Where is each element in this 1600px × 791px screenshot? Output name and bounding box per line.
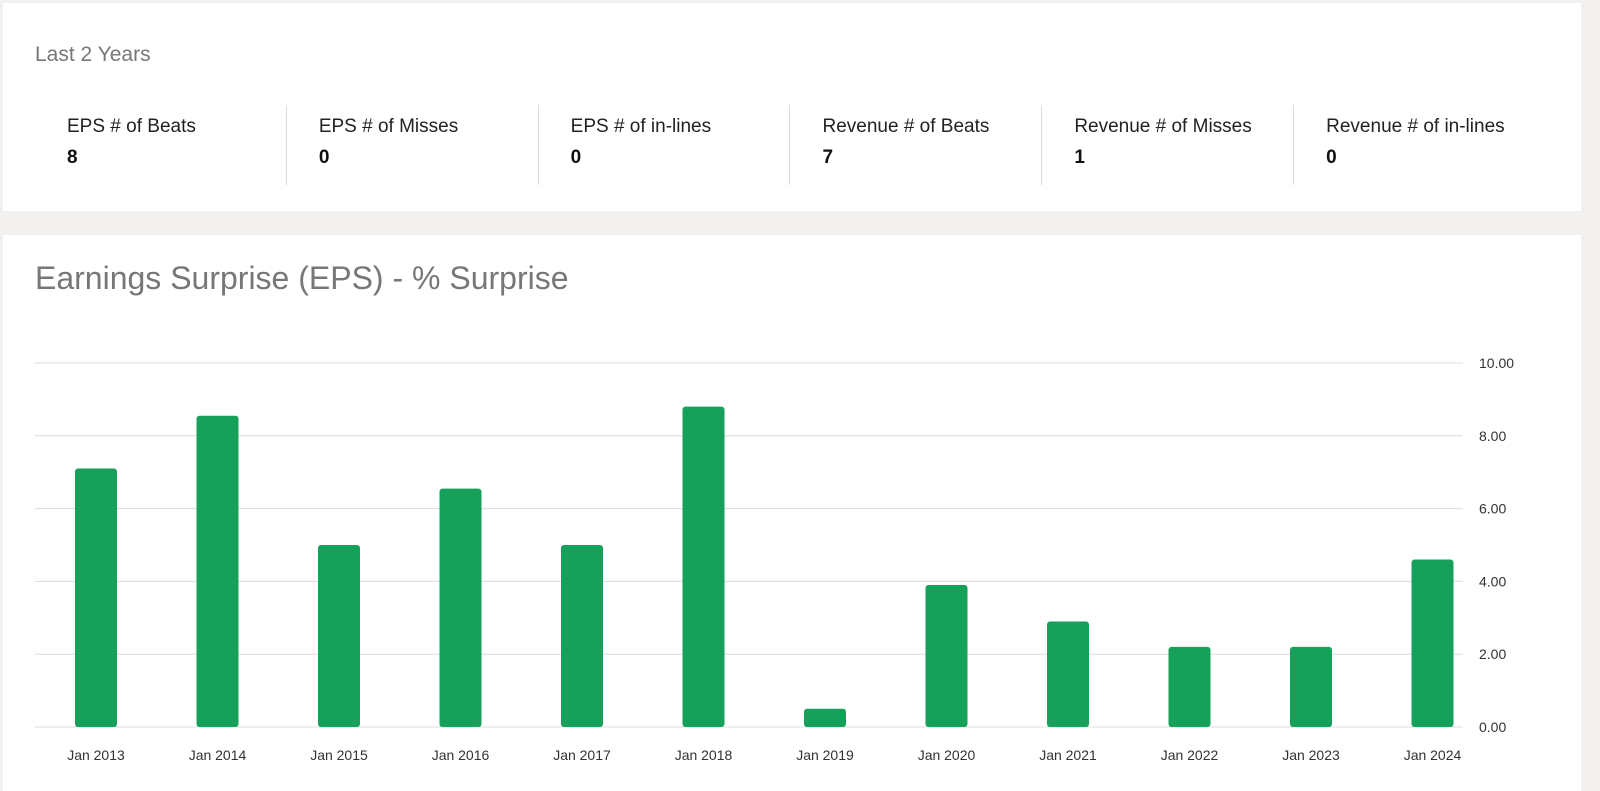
summary-card: Last 2 Years EPS # of Beats 8 EPS # of M… xyxy=(3,3,1581,211)
bar[interactable] xyxy=(804,708,846,727)
earnings-surprise-chart: 0.00 2.00 4.00 6.00 8.00 10.00 Jan 2013 Jan 201… xyxy=(35,355,1514,763)
stat-label: Revenue # of Beats xyxy=(822,116,990,137)
x-tick-label: Jan 2013 xyxy=(67,747,125,763)
bar[interactable] xyxy=(925,585,968,727)
stat-value: 0 xyxy=(570,147,582,168)
y-tick-label: 8.00 xyxy=(1479,428,1506,444)
stat-value: 0 xyxy=(318,147,330,168)
y-tick-label: 6.00 xyxy=(1479,501,1506,517)
bar[interactable] xyxy=(318,545,360,727)
stat-value: 1 xyxy=(1074,147,1085,168)
x-tick-label: Jan 2020 xyxy=(918,747,976,763)
chart-card: Earnings Surprise (EPS) - % Surprise 0.0… xyxy=(3,235,1581,791)
y-tick-label: 0.00 xyxy=(1479,719,1506,735)
stat-revenue-inlines: Revenue # of in-lines 0 xyxy=(1293,105,1545,185)
x-tick-label: Jan 2022 xyxy=(1161,747,1219,763)
bar[interactable] xyxy=(682,406,725,727)
chart-title: Earnings Surprise (EPS) - % Surprise xyxy=(35,260,569,296)
x-tick-label: Jan 2016 xyxy=(432,747,490,763)
x-tick-label: Jan 2024 xyxy=(1404,747,1462,763)
stat-revenue-beats: Revenue # of Beats 7 xyxy=(789,105,1041,185)
stat-eps-misses: EPS # of Misses 0 xyxy=(285,105,538,185)
stat-eps-inlines: EPS # of in-lines 0 xyxy=(537,105,790,185)
bar[interactable] xyxy=(1290,646,1332,727)
stat-value: 0 xyxy=(1326,147,1337,168)
bar[interactable] xyxy=(196,415,239,727)
bar[interactable] xyxy=(75,468,117,727)
stat-label: EPS # of Misses xyxy=(318,116,459,137)
stats-row: EPS # of Beats 8 EPS # of Misses 0 EPS #… xyxy=(35,105,1545,185)
stat-eps-beats: EPS # of Beats 8 xyxy=(35,105,286,185)
stat-label: Revenue # of in-lines xyxy=(1326,116,1505,137)
stat-label: EPS # of Beats xyxy=(67,116,196,137)
period-title: Last 2 Years xyxy=(35,43,151,66)
y-tick-label: 4.00 xyxy=(1479,573,1506,589)
x-tick-label: Jan 2015 xyxy=(310,747,368,763)
stat-value: 8 xyxy=(67,147,78,168)
stat-revenue-misses: Revenue # of Misses 1 xyxy=(1041,105,1293,185)
x-tick-label: Jan 2019 xyxy=(796,747,854,763)
bar[interactable] xyxy=(1047,621,1089,727)
stat-label: Revenue # of Misses xyxy=(1074,116,1252,137)
x-tick-label: Jan 2018 xyxy=(675,747,733,763)
x-tick-label: Jan 2021 xyxy=(1039,747,1097,763)
x-tick-label: Jan 2014 xyxy=(189,747,247,763)
stat-label: EPS # of in-lines xyxy=(570,116,712,137)
stat-value: 7 xyxy=(822,147,834,168)
y-tick-label: 2.00 xyxy=(1479,646,1506,662)
x-tick-label: Jan 2017 xyxy=(553,747,611,763)
bar[interactable] xyxy=(1411,559,1454,727)
x-tick-label: Jan 2023 xyxy=(1282,747,1340,763)
bar[interactable] xyxy=(1168,646,1211,727)
y-tick-label: 10.00 xyxy=(1479,355,1514,371)
bar[interactable] xyxy=(439,488,482,727)
bar[interactable] xyxy=(561,545,603,727)
